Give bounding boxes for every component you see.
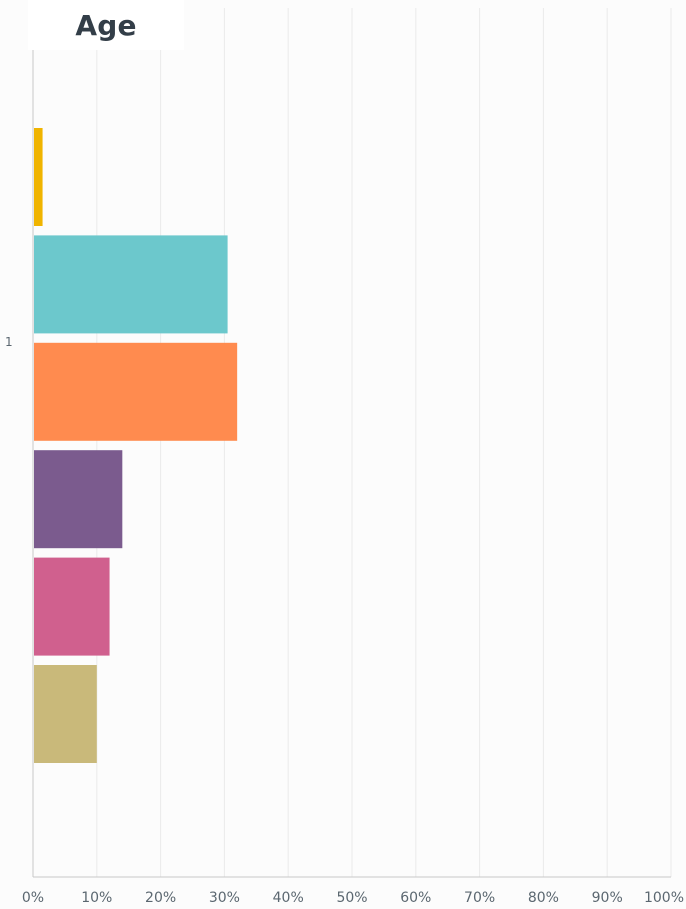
x-tick-label: 100% xyxy=(644,890,684,906)
bar-series-3 xyxy=(34,342,238,441)
chart-title-box: Age xyxy=(28,0,184,50)
grid-lines xyxy=(96,8,672,877)
x-tick-label: 50% xyxy=(336,890,367,906)
x-tick-label: 20% xyxy=(145,890,176,906)
x-tick-label: 70% xyxy=(464,890,495,906)
x-tick-label: 10% xyxy=(81,890,112,906)
chart-title: Age xyxy=(75,8,137,42)
axis-labels: 0% 10% 20% 30% 40% 50% 60% 70% 80% 90% 100% 1 xyxy=(5,335,684,906)
bar-series-5 xyxy=(34,557,110,656)
x-tick-label: 0% xyxy=(22,890,44,906)
bars xyxy=(34,128,238,763)
bar-series-4 xyxy=(34,450,123,549)
x-tick-label: 90% xyxy=(592,890,623,906)
bar-series-6 xyxy=(34,665,97,763)
x-tick-label: 80% xyxy=(528,890,559,906)
x-tick-label: 60% xyxy=(400,890,431,906)
category-label: 1 xyxy=(5,335,13,349)
x-tick-label: 30% xyxy=(209,890,240,906)
bar-series-2 xyxy=(34,235,228,334)
x-tick-label: 40% xyxy=(273,890,304,906)
bar-series-1 xyxy=(34,128,43,226)
axes xyxy=(32,48,671,878)
